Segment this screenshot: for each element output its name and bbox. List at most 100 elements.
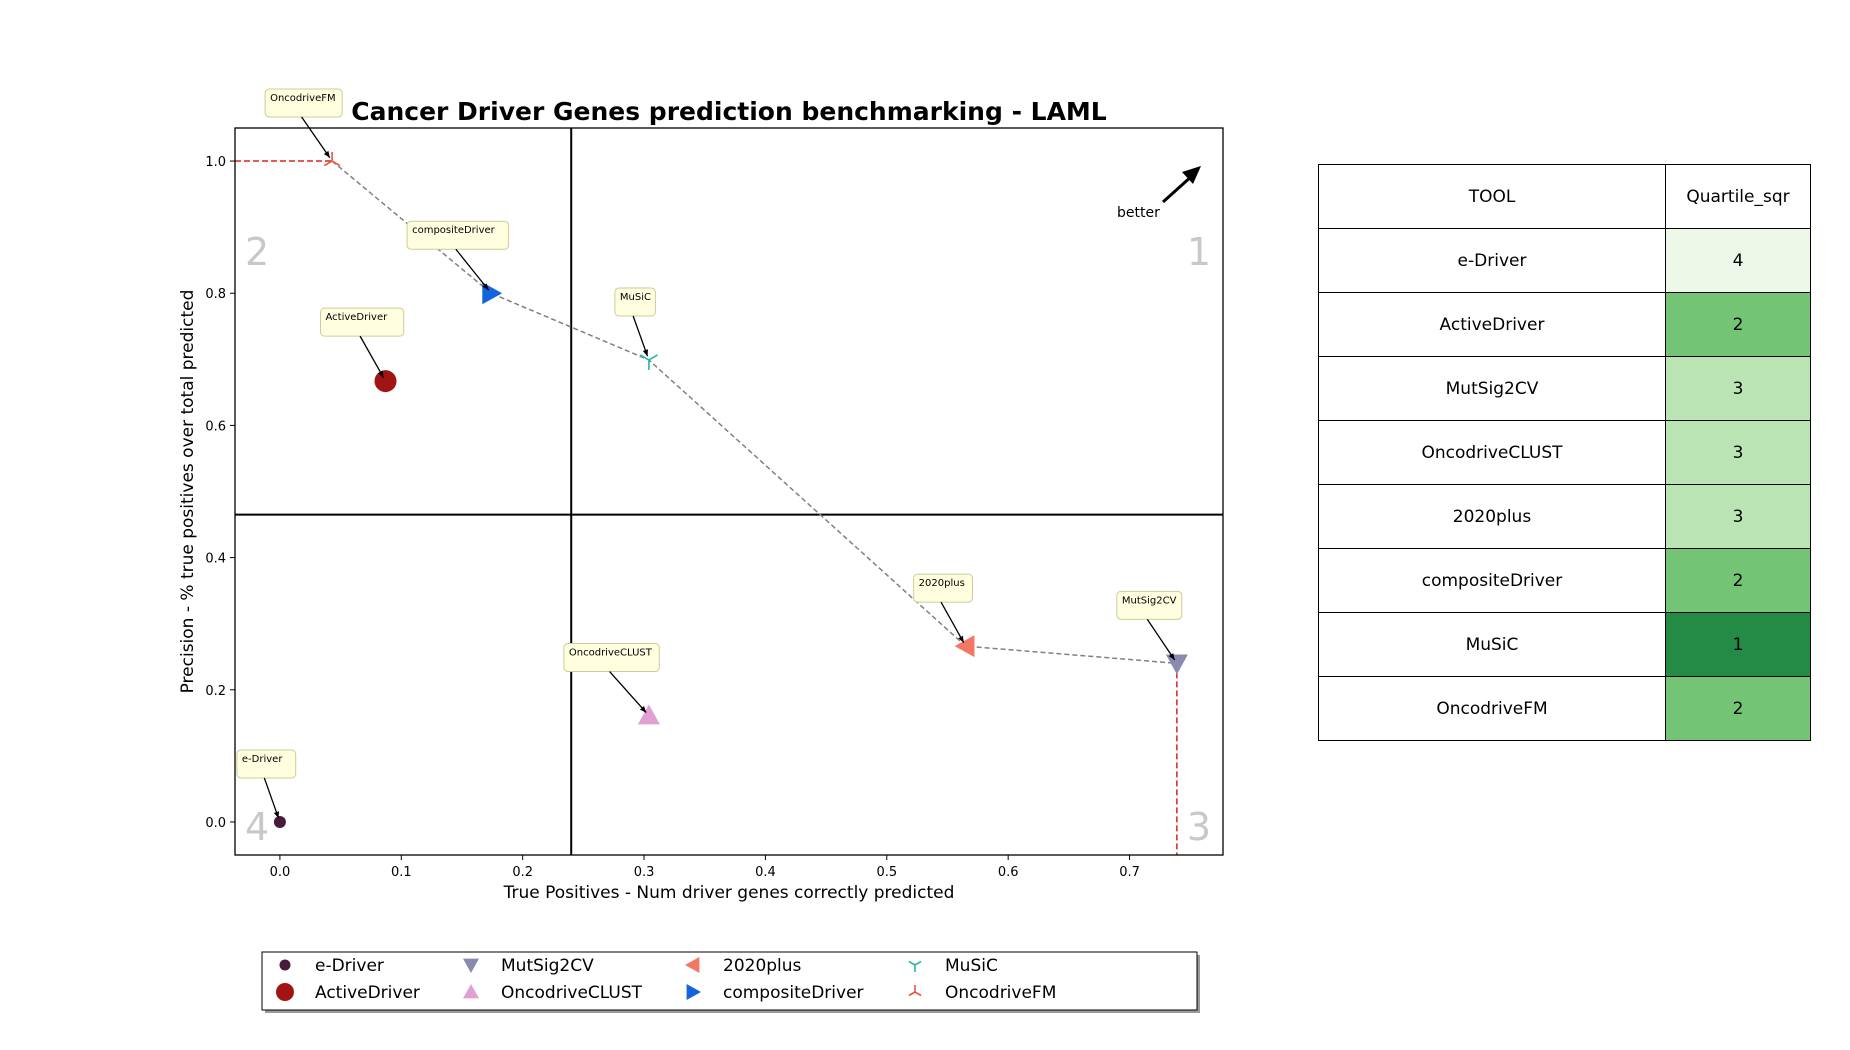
annotation-arrowhead-2020plus [958,635,964,643]
x-tick-label: 0.7 [1119,865,1140,880]
legend-label-music: MuSiC [945,956,998,976]
annotation-box-mutsig2cv [1116,590,1183,620]
point-music [639,354,658,370]
y-tick-label: 0.0 [205,816,226,831]
y-tick-label: 0.8 [205,287,226,302]
legend-box [261,951,1198,1011]
legend-item-oncodrivefm [908,985,922,997]
x-tick-label: 0.5 [876,865,897,880]
legend-item-mutsig2cv [463,958,479,973]
annotation-label-oncodriveclust: OncodriveCLUST [569,648,653,659]
plot-area [235,128,1223,855]
annotation-box-activedriver [320,307,405,337]
y-tick-label: 0.4 [205,552,226,567]
annotation-label-e-driver: e-Driver [242,754,283,765]
table-cell-quartile: 2 [1665,548,1811,613]
y-tick-label: 1.0 [205,155,226,170]
annotation-arrowhead-music [642,349,648,357]
table-header-row: TOOL Quartile_sqr [1318,164,1811,229]
y-tick-label: 0.2 [205,684,226,699]
legend-item-compositedriver [686,984,701,1000]
point-activedriver [374,370,397,393]
quadrant-label-1: 1 [1187,230,1211,274]
legend-item-e-driver [279,959,291,971]
annotation-arrow-oncodriveclust [609,671,647,713]
legend-item-music [908,960,922,972]
x-tick-label: 0.2 [512,865,533,880]
table-header-tool: TOOL [1318,164,1666,229]
annotation-arrow-e-driver [263,777,280,819]
table-cell-tool: MutSig2CV [1318,356,1666,421]
annotation-box-e-driver [236,749,297,779]
x-tick-label: 0.0 [270,865,291,880]
point-2020plus [954,635,975,658]
table-cell-tool: OncodriveCLUST [1318,420,1666,485]
table-cell-quartile: 3 [1665,356,1811,421]
annotation-box-compositedriver [406,220,510,250]
annotation-arrow-mutsig2cv [1146,618,1176,661]
annotation-box-music [614,287,656,317]
annotation-box-2020plus [913,573,973,603]
legend-item-oncodriveclust [463,984,479,999]
x-tick-label: 0.1 [391,865,412,880]
legend-label-compositedriver: compositeDriver [723,983,864,1003]
legend-label-oncodriveclust: OncodriveCLUST [501,983,643,1003]
table-cell-quartile: 1 [1665,612,1811,677]
annotation-label-oncodrivefm: OncodriveFM [270,93,336,104]
better-arrowhead [1182,166,1201,184]
quartile-table: TOOL Quartile_sqr e-Driver 4 ActiveDriver 2… [1318,164,1811,741]
annotation-arrowhead-activedriver [377,370,384,378]
better-arrow [1161,173,1195,204]
annotation-arrow-oncodrivefm [301,116,331,159]
annotation-label-compositedriver: compositeDriver [412,225,496,236]
x-tick-label: 0.3 [634,865,655,880]
table-cell-tool: MuSiC [1318,612,1666,677]
annotation-arrowhead-compositedriver [482,283,489,291]
table-cell-quartile: 3 [1665,484,1811,549]
quadrant-label-4: 4 [245,805,269,849]
annotation-arrowhead-oncodriveclust [639,705,647,713]
plot-frame [234,127,1224,856]
annotation-box-oncodriveclust [563,643,660,673]
table-row: ActiveDriver 2 [1318,292,1811,357]
annotation-box-oncodrivefm [264,88,343,118]
table-cell-tool: 2020plus [1318,484,1666,549]
table-row: 2020plus 3 [1318,484,1811,549]
table-row: MutSig2CV 3 [1318,356,1811,421]
x-tick-label: 0.6 [998,865,1019,880]
annotation-arrowhead-e-driver [273,811,279,819]
annotation-arrowhead-oncodrivefm [323,150,330,158]
point-oncodrivefm [323,152,341,167]
point-mutsig2cv [1165,654,1188,675]
table-row: MuSiC 1 [1318,612,1811,677]
legend-label-oncodrivefm: OncodriveFM [945,983,1056,1003]
table-row: OncodriveCLUST 3 [1318,420,1811,485]
table-cell-quartile: 3 [1665,420,1811,485]
table-cell-tool: ActiveDriver [1318,292,1666,357]
table-cell-tool: OncodriveFM [1318,676,1666,741]
point-e-driver [273,815,286,828]
table-row: compositeDriver 2 [1318,548,1811,613]
quadrant-label-2: 2 [245,230,269,274]
annotation-label-activedriver: ActiveDriver [326,312,389,323]
table-row: OncodriveFM 2 [1318,676,1811,741]
annotation-label-mutsig2cv: MutSig2CV [1122,595,1177,606]
legend-item-activedriver [276,983,294,1001]
x-tick-label: 0.4 [755,865,776,880]
legend-label-mutsig2cv: MutSig2CV [501,956,594,976]
table-cell-quartile: 2 [1665,676,1811,741]
table-cell-tool: compositeDriver [1318,548,1666,613]
table-cell-quartile: 4 [1665,228,1811,293]
table-header-quartile: Quartile_sqr [1665,164,1811,229]
legend-label-e-driver: e-Driver [315,956,384,976]
better-label: better [1117,205,1160,221]
annotation-arrow-activedriver [359,335,385,378]
annotation-arrowhead-mutsig2cv [1168,653,1175,661]
x-axis-label: True Positives - Num driver genes correc… [503,883,955,903]
table-row: e-Driver 4 [1318,228,1811,293]
quadrant-label-3: 3 [1187,805,1211,849]
annotation-arrow-2020plus [940,601,965,643]
table-cell-quartile: 2 [1665,292,1811,357]
legend-item-2020plus [685,957,700,973]
